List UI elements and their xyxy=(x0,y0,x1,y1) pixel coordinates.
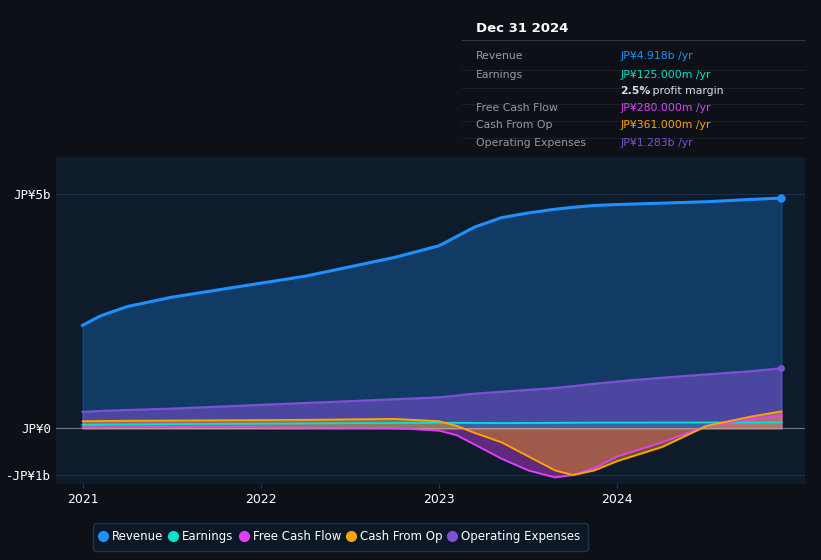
Text: Operating Expenses: Operating Expenses xyxy=(476,138,586,148)
Text: JP¥4.918b /yr: JP¥4.918b /yr xyxy=(620,52,693,62)
Text: profit margin: profit margin xyxy=(649,86,724,96)
Text: Revenue: Revenue xyxy=(476,52,524,62)
Text: JP¥361.000m /yr: JP¥361.000m /yr xyxy=(620,120,710,130)
Text: Earnings: Earnings xyxy=(476,69,523,80)
Text: Cash From Op: Cash From Op xyxy=(476,120,553,130)
Text: JP¥1.283b /yr: JP¥1.283b /yr xyxy=(620,138,693,148)
Text: JP¥125.000m /yr: JP¥125.000m /yr xyxy=(620,69,710,80)
Text: JP¥280.000m /yr: JP¥280.000m /yr xyxy=(620,103,711,113)
Legend: Revenue, Earnings, Free Cash Flow, Cash From Op, Operating Expenses: Revenue, Earnings, Free Cash Flow, Cash … xyxy=(93,524,588,550)
Text: Dec 31 2024: Dec 31 2024 xyxy=(476,21,568,35)
Text: 2.5%: 2.5% xyxy=(620,86,650,96)
Text: Free Cash Flow: Free Cash Flow xyxy=(476,103,557,113)
